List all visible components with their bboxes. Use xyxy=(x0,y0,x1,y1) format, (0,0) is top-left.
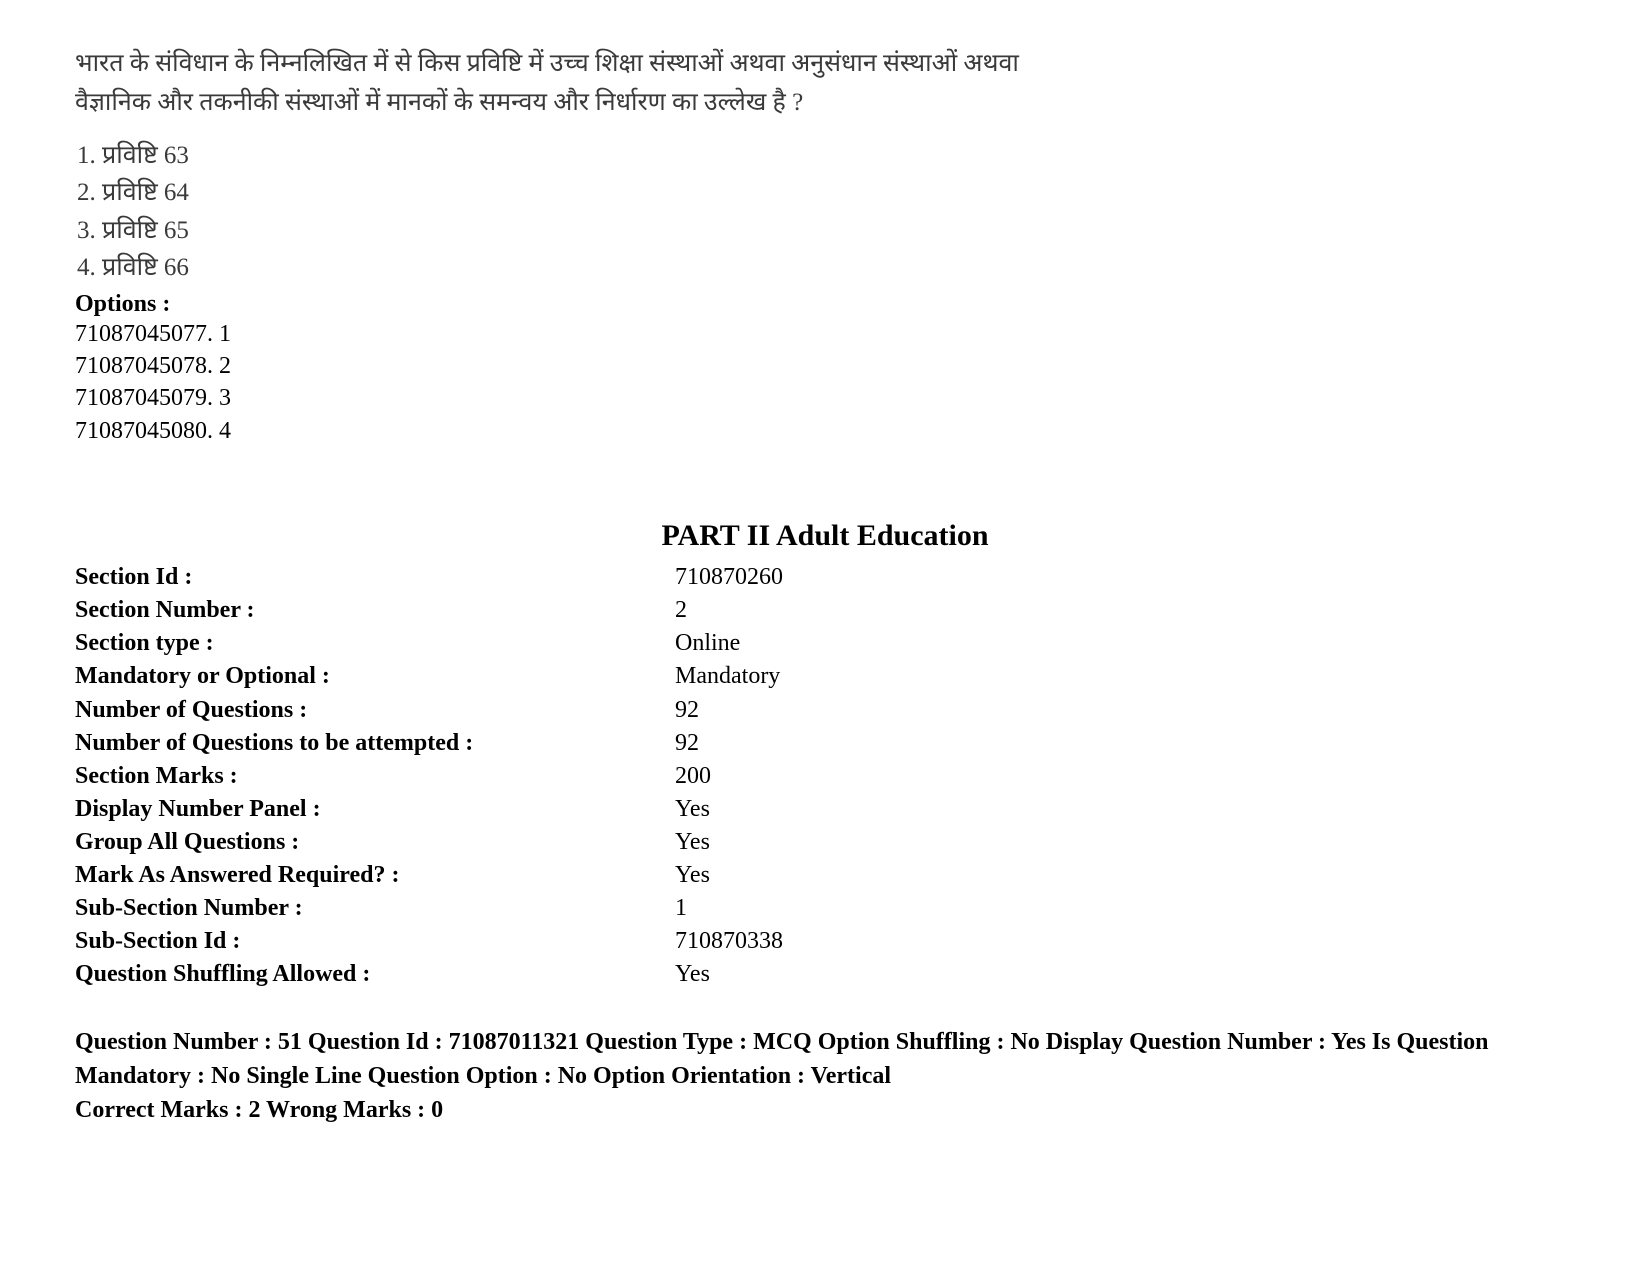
meta-value: 92 xyxy=(675,727,699,760)
meta-row: Section Marks : 200 xyxy=(75,760,1575,793)
option-item: 71087045080. 4 xyxy=(75,415,1575,447)
question-meta-line-2: Correct Marks : 2 Wrong Marks : 0 xyxy=(75,1097,1575,1124)
meta-row: Group All Questions : Yes xyxy=(75,826,1575,859)
meta-row: Display Number Panel : Yes xyxy=(75,793,1575,826)
meta-label: Question Shuffling Allowed : xyxy=(75,958,675,991)
meta-label: Section Marks : xyxy=(75,760,675,793)
meta-value: 200 xyxy=(675,760,711,793)
meta-label: Sub-Section Number : xyxy=(75,892,675,925)
options-label: Options : xyxy=(75,291,1575,318)
meta-row: Number of Questions : 92 xyxy=(75,694,1575,727)
meta-row: Section type : Online xyxy=(75,627,1575,660)
question-text-line-1: भारत के संविधान के निम्नलिखित में से किस… xyxy=(75,45,1575,84)
meta-label: Section Number : xyxy=(75,594,675,627)
meta-label: Number of Questions to be attempted : xyxy=(75,727,675,760)
answer-item: 2. प्रविष्टि 64 xyxy=(77,174,1575,212)
meta-value: Online xyxy=(675,627,740,660)
meta-label: Mark As Answered Required? : xyxy=(75,859,675,892)
meta-value: 1 xyxy=(675,892,687,925)
options-list: 71087045077. 1 71087045078. 2 7108704507… xyxy=(75,318,1575,448)
answer-item: 4. प्रविष्टि 66 xyxy=(77,249,1575,287)
answer-list: 1. प्रविष्टि 63 2. प्रविष्टि 64 3. प्रवि… xyxy=(77,137,1575,287)
meta-value: Yes xyxy=(675,793,710,826)
meta-value: Mandatory xyxy=(675,660,780,693)
meta-label: Section type : xyxy=(75,627,675,660)
meta-value: 2 xyxy=(675,594,687,627)
meta-label: Number of Questions : xyxy=(75,694,675,727)
meta-label: Display Number Panel : xyxy=(75,793,675,826)
option-item: 71087045078. 2 xyxy=(75,350,1575,382)
answer-item: 1. प्रविष्टि 63 xyxy=(77,137,1575,175)
meta-value: Yes xyxy=(675,826,710,859)
question-text-block: भारत के संविधान के निम्नलिखित में से किस… xyxy=(75,45,1575,123)
meta-value: Yes xyxy=(675,859,710,892)
question-meta-line-1: Question Number : 51 Question Id : 71087… xyxy=(75,1026,1575,1092)
meta-row: Sub-Section Id : 710870338 xyxy=(75,925,1575,958)
meta-value: Yes xyxy=(675,958,710,991)
meta-value: 92 xyxy=(675,694,699,727)
option-item: 71087045077. 1 xyxy=(75,318,1575,350)
meta-row: Mark As Answered Required? : Yes xyxy=(75,859,1575,892)
part-heading: PART II Adult Education xyxy=(75,519,1575,553)
meta-label: Sub-Section Id : xyxy=(75,925,675,958)
meta-value: 710870260 xyxy=(675,561,783,594)
meta-row: Section Id : 710870260 xyxy=(75,561,1575,594)
meta-row: Question Shuffling Allowed : Yes xyxy=(75,958,1575,991)
meta-row: Number of Questions to be attempted : 92 xyxy=(75,727,1575,760)
meta-row: Section Number : 2 xyxy=(75,594,1575,627)
meta-label: Mandatory or Optional : xyxy=(75,660,675,693)
section-meta-table: Section Id : 710870260 Section Number : … xyxy=(75,561,1575,991)
meta-row: Sub-Section Number : 1 xyxy=(75,892,1575,925)
page-container: भारत के संविधान के निम्नलिखित में से किस… xyxy=(0,0,1650,1124)
option-item: 71087045079. 3 xyxy=(75,382,1575,414)
meta-value: 710870338 xyxy=(675,925,783,958)
question-text-line-2: वैज्ञानिक और तकनीकी संस्थाओं में मानकों … xyxy=(75,84,1575,123)
meta-label: Group All Questions : xyxy=(75,826,675,859)
meta-label: Section Id : xyxy=(75,561,675,594)
meta-row: Mandatory or Optional : Mandatory xyxy=(75,660,1575,693)
answer-item: 3. प्रविष्टि 65 xyxy=(77,212,1575,250)
